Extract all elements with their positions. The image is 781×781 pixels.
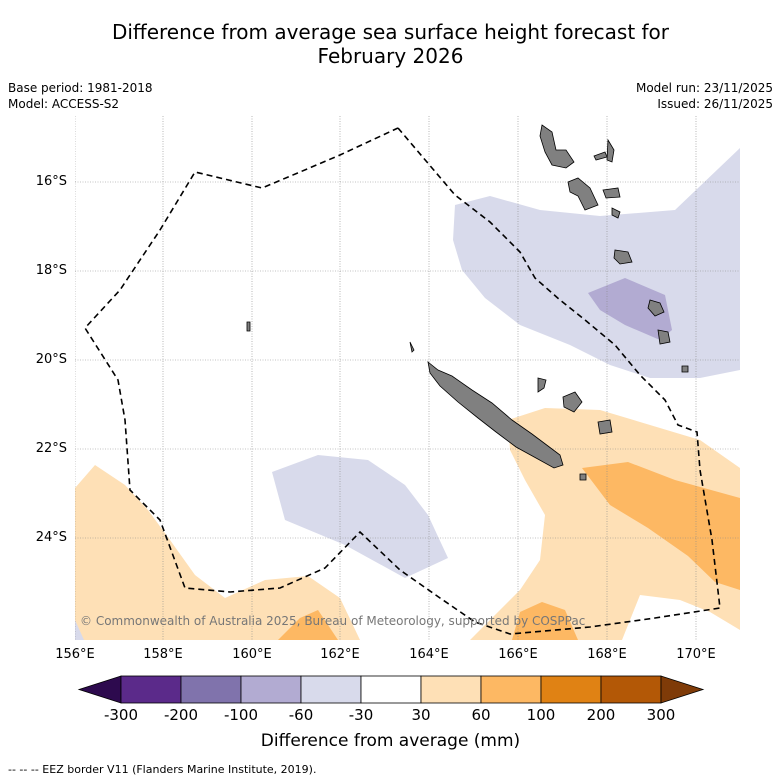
lon-label-160e: 160°E <box>232 647 272 662</box>
anomaly-region-60-to-100-southwest <box>278 610 338 640</box>
lon-label-164e: 164°E <box>409 647 449 662</box>
belep-island <box>409 341 415 353</box>
aneityum-island <box>681 365 689 373</box>
colorbar-segment <box>180 675 242 704</box>
espiritu-santo-island <box>539 124 575 169</box>
title-line-1: Difference from average sea surface heig… <box>111 20 670 44</box>
issued-date: Issued: 26/11/2025 <box>657 97 773 111</box>
model-run: Model run: 23/11/2025 <box>635 81 773 95</box>
colorbar-segment <box>480 675 542 704</box>
colorbar-tick-neg30: -30 <box>348 706 374 724</box>
colorbar <box>77 675 705 704</box>
colorbar-segment <box>300 675 362 704</box>
colorbar-tick-30: 30 <box>411 706 431 724</box>
ambae-island <box>593 151 608 161</box>
anomaly-region-60-to-100-east <box>582 462 740 590</box>
title-line-2: February 2026 <box>317 44 464 68</box>
tanna-island <box>657 329 671 345</box>
colorbar-tick-200: 200 <box>586 706 616 724</box>
lat-label-18s: 18°S <box>35 263 67 278</box>
colorbar-segment <box>120 675 182 704</box>
erromango-island <box>647 299 665 317</box>
base-period: Base period: 1981-2018 <box>8 81 153 95</box>
colorbar-segment <box>360 675 422 704</box>
lon-label-166e: 166°E <box>498 647 538 662</box>
new-caledonia-main-island <box>427 361 564 469</box>
anomaly-region-neg60-to-neg100 <box>588 278 672 340</box>
colorbar-tick-neg60: -60 <box>288 706 314 724</box>
ambrym-island <box>602 187 621 199</box>
anomaly-region-30-to-60-southwest <box>75 465 360 640</box>
anomaly-region-neg30-to-neg60-centre <box>272 455 448 578</box>
colorbar-label: Difference from average (mm) <box>260 731 521 751</box>
map-title: Difference from average sea surface heig… <box>0 20 781 68</box>
lon-label-168e: 168°E <box>587 647 627 662</box>
colorbar-tick-neg300: -300 <box>103 706 139 724</box>
lat-label-16s: 16°S <box>35 174 67 189</box>
colorbar-segment <box>540 675 602 704</box>
lifou-island <box>562 391 583 413</box>
meta-right: Model run: 23/11/2025 Issued: 26/11/2025 <box>636 80 773 112</box>
anomaly-region-30-to-60-southeast <box>470 408 740 640</box>
colorbar-segment <box>600 675 662 704</box>
ouvea-island <box>537 377 547 393</box>
colorbar-segment <box>240 675 302 704</box>
lon-label-162e: 162°E <box>320 647 360 662</box>
colorbar-tick-neg100: -100 <box>223 706 259 724</box>
maewo-island <box>606 138 615 163</box>
chesterfield-islet <box>246 321 251 332</box>
isle-of-pines <box>579 473 587 481</box>
colorbar-tick-300: 300 <box>646 706 676 724</box>
anomaly-region-60-to-100-south <box>512 602 578 640</box>
graticule <box>75 116 740 640</box>
anomaly-region-neg30-to-neg60-southwest-corner <box>75 620 84 640</box>
lon-label-158e: 158°E <box>143 647 183 662</box>
copyright-notice: © Commonwealth of Australia 2025, Bureau… <box>80 614 586 628</box>
mare-island <box>597 419 613 435</box>
colorbar-tick-100: 100 <box>526 706 556 724</box>
lat-label-22s: 22°S <box>35 441 67 456</box>
epi-island <box>611 207 621 219</box>
map-area <box>75 116 740 640</box>
lon-label-156e: 156°E <box>55 647 95 662</box>
model-name: Model: ACCESS-S2 <box>8 97 120 111</box>
meta-left: Base period: 1981-2018 Model: ACCESS-S2 <box>8 80 153 112</box>
colorbar-segment <box>420 675 482 704</box>
colorbar-extend-low <box>77 675 122 704</box>
lon-label-170e: 170°E <box>676 647 716 662</box>
colorbar-tick-neg200: -200 <box>163 706 199 724</box>
colorbar-tick-60: 60 <box>471 706 491 724</box>
eez-footnote: -- -- -- EEZ border V11 (Flanders Marine… <box>8 763 317 776</box>
efate-island <box>613 249 633 265</box>
colorbar-extend-high <box>660 675 705 704</box>
malekula-island <box>567 177 599 211</box>
lat-label-20s: 20°S <box>35 352 67 367</box>
lat-label-24s: 24°S <box>35 530 67 545</box>
